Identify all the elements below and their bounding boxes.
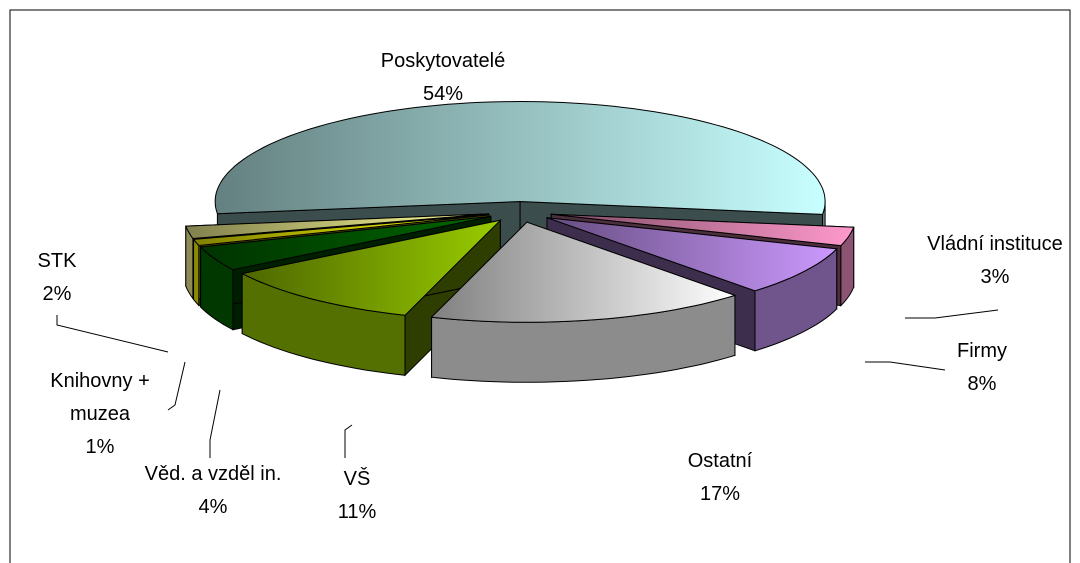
value-label: 8% — [967, 373, 997, 395]
slice-top — [214, 100, 826, 215]
slice-top — [199, 215, 492, 271]
chart-frame — [9, 9, 1071, 563]
value-label: 1% — [85, 436, 115, 458]
slice-top — [192, 214, 490, 247]
slice-wall — [193, 237, 200, 307]
leader-line — [56, 315, 169, 353]
leader-line — [167, 361, 186, 411]
category-label: Věd. a vzděl in. — [144, 463, 282, 485]
data-label: Věd. a vzděl in. 4% — [103, 458, 323, 524]
leader-line — [865, 361, 946, 371]
slice-top — [430, 221, 737, 323]
slice — [430, 220, 737, 383]
category-label: Ostatní — [687, 450, 753, 472]
slice-top — [551, 213, 855, 247]
data-label: Ostatní 17% — [650, 445, 790, 511]
data-label: Poskytovatelé 54% — [333, 45, 553, 111]
value-label: 4% — [198, 496, 228, 518]
value-label: 17% — [699, 483, 741, 505]
slice-top — [185, 213, 489, 240]
leader-line — [905, 309, 999, 319]
leader-line — [344, 424, 353, 458]
data-label: Knihovny + muzea 1% — [35, 365, 165, 464]
data-label: VŠ 11% — [317, 463, 397, 529]
category-label: Vládní instituce — [927, 233, 1063, 255]
category-label: Firmy — [957, 340, 1007, 362]
slice-top — [240, 219, 502, 316]
value-label: 11% — [337, 501, 377, 523]
value-label: 2% — [42, 283, 72, 305]
category-label: Knihovny + muzea — [50, 370, 150, 425]
leader-line — [209, 389, 221, 458]
data-label: STK 2% — [17, 245, 97, 311]
slice — [240, 219, 502, 377]
value-label: 54% — [422, 83, 464, 105]
slice-top — [546, 217, 838, 292]
category-label: STK — [37, 250, 77, 272]
category-label: VŠ — [343, 468, 371, 490]
value-label: 3% — [980, 266, 1010, 288]
category-label: Poskytovatelé — [380, 50, 506, 72]
data-label: Firmy 8% — [922, 335, 1042, 401]
data-label: Vládní instituce 3% — [895, 228, 1080, 294]
